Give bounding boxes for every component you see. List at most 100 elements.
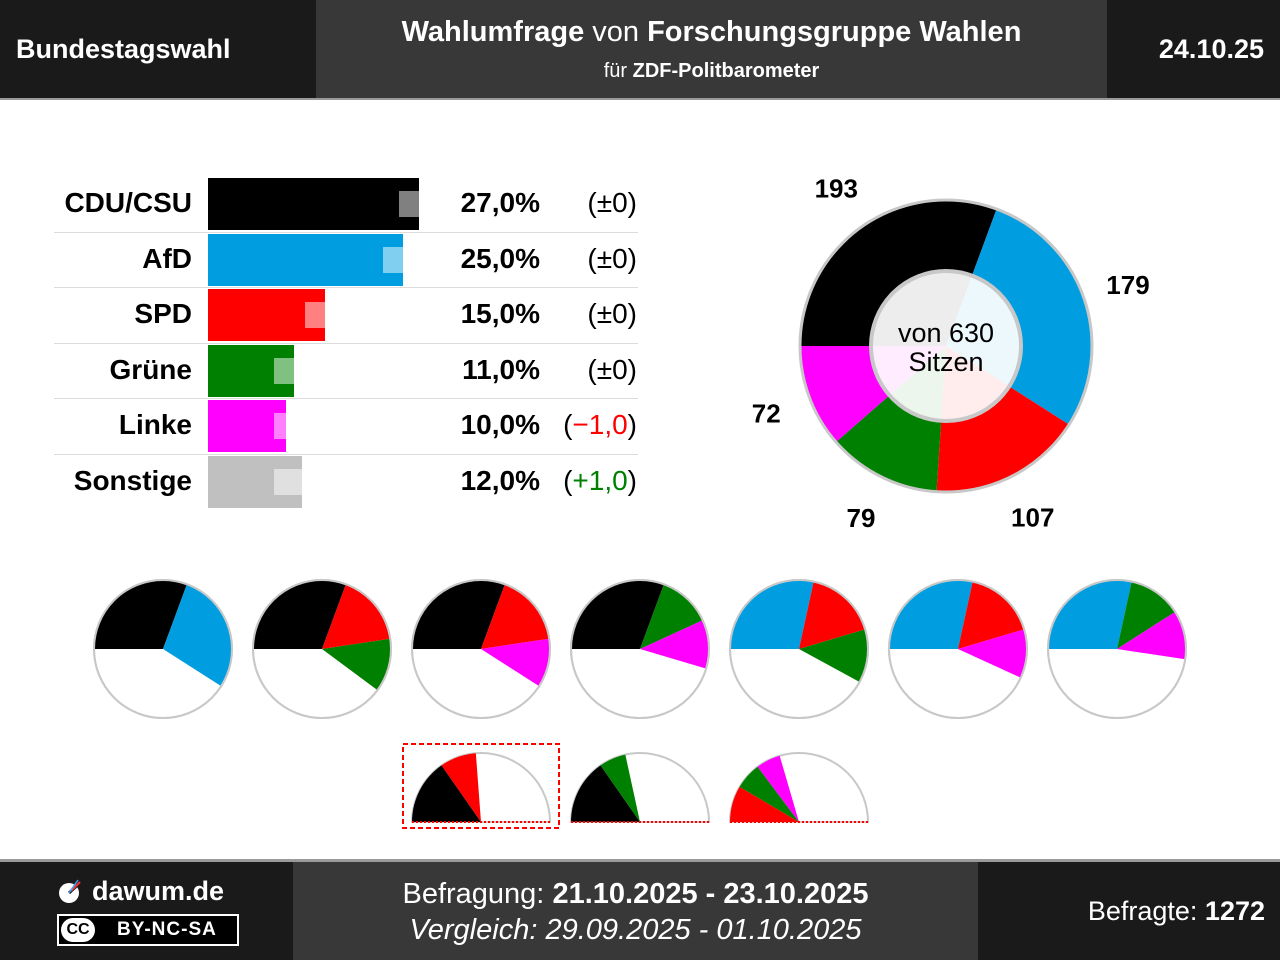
bar-linke (208, 400, 286, 453)
survey-label: Befragung: (402, 878, 553, 910)
coalition-slice-gr-ne (600, 754, 640, 822)
coalition-pie-outline (570, 579, 710, 719)
coalition-slice-gr-ne (799, 629, 868, 682)
comparison-period: Vergleich: 29.09.2025 - 01.10.2025 (409, 914, 862, 946)
value-label-linke: 10,0% (460, 409, 540, 441)
party-label-gr-ne: Grüne (109, 353, 192, 385)
license-text: BY-NC-SA (117, 919, 217, 940)
coalition-slice-spd (799, 581, 866, 649)
footer-divider (0, 859, 1280, 862)
previous-value-marker-afd (383, 246, 417, 273)
change-label-spd: (±0) (587, 298, 637, 330)
coalition-slice-cdu-csu (411, 765, 481, 822)
donut-center-label-2: Sitzen (908, 347, 983, 377)
title-connector: von (584, 16, 648, 48)
seat-distribution-donut: von 630 Sitzen 193 179 107 79 72 (752, 173, 1150, 530)
client-name: ZDF-Politbarometer (632, 60, 820, 82)
coalition-slice-cdu-csu (94, 580, 187, 649)
value-label-afd: 25,0% (460, 242, 540, 274)
respondents: Befragte: 1272 (1088, 896, 1265, 927)
change-label-cdu-csu: (±0) (587, 187, 637, 218)
previous-value-marker-sonstige (273, 469, 308, 495)
change-label-gr-ne: (±0) (587, 353, 637, 385)
coalition-slice-gr-ne (640, 584, 703, 649)
coalition-pie-outline (411, 579, 551, 719)
coalition-pie-outline (1047, 579, 1187, 719)
coalition-slice-gr-ne (322, 638, 391, 691)
license-badge[interactable]: CC BY-NC-SA (57, 914, 239, 946)
coalition-slice-linke (481, 638, 550, 687)
coalition-slice-afd (730, 580, 814, 649)
cc-icon: CC (61, 918, 95, 942)
coalition-slice-cdu-csu (253, 580, 346, 649)
value-label-cdu-csu: 27,0% (460, 187, 540, 218)
election-name: Bundestagswahl (16, 34, 231, 64)
seat-count-label: 72 (752, 398, 781, 428)
donut-outer-ring (798, 198, 1094, 494)
footer-respondents-panel: Befragte: 1272 (978, 862, 1280, 960)
header-title-panel: Wahlumfrage von Forschungsgruppe Wahlen … (316, 0, 1107, 98)
row-separator (54, 287, 638, 289)
coalition-slice-gr-ne (1117, 581, 1176, 649)
change-label-afd: (±0) (587, 242, 637, 274)
previous-value-marker-spd (305, 302, 339, 329)
footer-dates-panel: Befragung: 21.10.2025 - 23.10.2025 Vergl… (293, 862, 978, 960)
seat-count-label: 179 (1106, 270, 1149, 300)
coalition-pie-outline (93, 579, 233, 719)
coalition-slice-linke (757, 755, 799, 822)
donut-center-label-1: von 630 (898, 318, 994, 348)
coalition-slice-spd (730, 786, 799, 822)
value-label-sonstige: 12,0% (460, 465, 540, 496)
party-label-cdu-csu: CDU/CSU (64, 187, 192, 218)
change-label-linke: (−1,0) (563, 409, 637, 441)
title-poll-word: Wahlumfrage (401, 16, 585, 48)
institute-name: Forschungsgruppe Wahlen (647, 16, 1022, 48)
header-divider (0, 98, 1280, 100)
header-left-panel: Bundestagswahl (0, 0, 316, 98)
coalition-slice-cdu-csu (412, 580, 505, 649)
coalition-slice-gr-ne (739, 766, 799, 822)
coalition-slice-afd (163, 584, 233, 687)
footer-brand-panel: dawum.de CC BY-NC-SA (0, 862, 293, 960)
poll-title: Wahlumfrage von Forschungsgruppe Wahlen (316, 16, 1107, 49)
respondents-label: Befragte: (1087, 896, 1205, 926)
seat-count-label: 193 (815, 173, 858, 203)
survey-dates: 21.10.2025 - 23.10.2025 (552, 878, 869, 910)
row-separator (54, 231, 638, 233)
row-separator (54, 453, 638, 455)
seat-count-label: 107 (1011, 502, 1054, 530)
donut-slice-afd (946, 209, 1092, 425)
site-name[interactable]: dawum.de (92, 876, 225, 906)
coalition-slice-afd (889, 580, 973, 649)
respondents-count: 1272 (1204, 896, 1265, 926)
dawum-logo-icon (59, 879, 84, 903)
coalition-slice-linke (640, 620, 710, 669)
coalition-slice-cdu-csu (571, 580, 664, 649)
coalition-slice-spd (322, 584, 391, 649)
seat-count-label: 79 (847, 503, 876, 530)
bar-cdu-csu (208, 178, 419, 230)
coalition-pies (93, 579, 1187, 829)
header-date-panel: 24.10.25 (1107, 0, 1280, 98)
previous-value-marker-linke (273, 413, 308, 440)
previous-value-marker-cdu-csu (398, 191, 433, 217)
publish-date: 24.10.25 (1158, 34, 1264, 64)
row-separator (54, 342, 638, 344)
party-label-sonstige: Sonstige (73, 465, 192, 496)
party-label-linke: Linke (118, 409, 192, 441)
survey-period: Befragung: 21.10.2025 - 23.10.2025 (293, 878, 978, 911)
change-label-sonstige: (+1,0) (563, 465, 637, 496)
value-label-gr-ne: 11,0% (462, 353, 540, 385)
coalition-slice-spd (441, 753, 481, 822)
coalition-pie-outline (888, 579, 1028, 719)
value-label-spd: 15,0% (460, 298, 540, 330)
coalition-slice-linke (958, 629, 1027, 678)
party-label-spd: SPD (134, 298, 192, 330)
previous-value-marker-gr-ne (273, 357, 308, 384)
coalition-pie-outline (252, 579, 392, 719)
coalition-slice-afd (1048, 580, 1132, 649)
bar-afd (208, 233, 403, 286)
coalition-slice-spd (958, 581, 1025, 649)
subtitle-prefix: für (603, 60, 633, 82)
coalition-pie-outline (729, 579, 869, 719)
